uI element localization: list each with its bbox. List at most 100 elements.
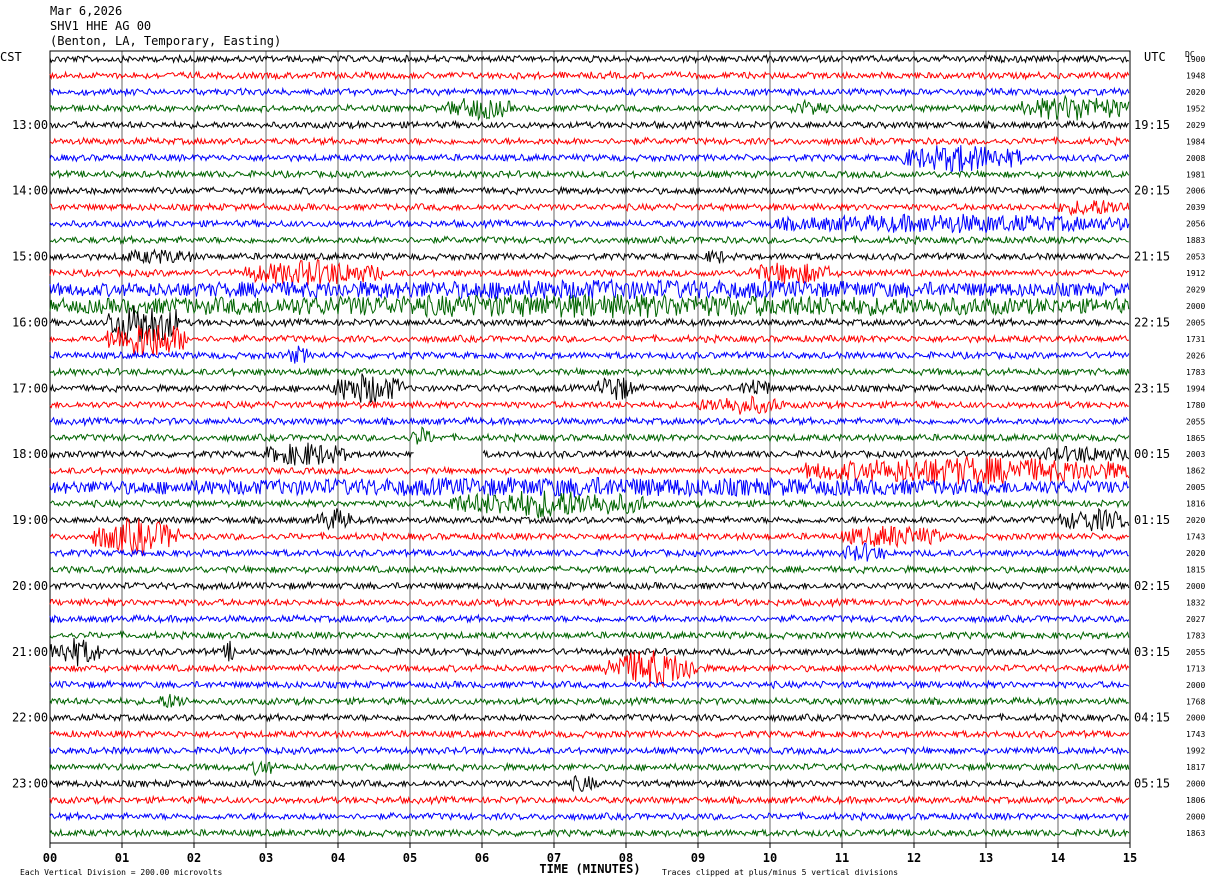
trace-line (49, 293, 1130, 319)
dc-offset-label: 2006 (1186, 187, 1205, 196)
dc-offset-label: 1806 (1186, 796, 1205, 805)
trace-line (49, 442, 1130, 466)
dc-offset-label: 1952 (1186, 104, 1205, 113)
hour-label-right: 19:15 (1134, 118, 1170, 132)
dc-offset-label: 1981 (1186, 170, 1205, 179)
trace-line (49, 69, 1130, 81)
hour-label-left: 20:00 (12, 579, 48, 593)
hour-label-right: 05:15 (1134, 777, 1170, 791)
trace-line (49, 679, 1130, 690)
dc-offset-label: 2039 (1186, 203, 1205, 212)
trace-line (49, 827, 1130, 839)
dc-offset-label: 1783 (1186, 631, 1205, 640)
dc-offset-label: 1817 (1186, 763, 1205, 772)
dc-offset-label: 1731 (1186, 335, 1205, 344)
dc-offset-label: 2000 (1186, 714, 1205, 723)
trace-line (49, 794, 1130, 806)
trace-line (49, 630, 1130, 641)
trace-line (49, 135, 1130, 147)
dc-offset-label: 1863 (1186, 829, 1205, 838)
header-date: Mar 6,2026 (50, 4, 123, 18)
dc-offset-label: 1713 (1186, 664, 1205, 673)
dc-offset-label: 2005 (1186, 318, 1205, 327)
dc-label: DC (1185, 50, 1195, 59)
dc-offset-label: 2000 (1186, 582, 1205, 591)
hour-label-left: 16:00 (12, 315, 48, 329)
x-tick-label: 10 (763, 851, 777, 865)
trace-line (49, 693, 1130, 709)
hour-label-left: 13:00 (12, 118, 48, 132)
hour-label-right: 03:15 (1134, 645, 1170, 659)
dc-offset-label: 1783 (1186, 368, 1205, 377)
trace-line (49, 278, 1130, 300)
x-tick-label: 02 (187, 851, 201, 865)
trace-line (49, 810, 1129, 822)
trace-line (49, 345, 1130, 364)
trace-line (49, 637, 1130, 667)
hour-label-left: 23:00 (12, 777, 48, 791)
dc-offset-label: 2000 (1186, 681, 1205, 690)
dc-offset-label: 1815 (1186, 566, 1205, 575)
scale-note: Each Vertical Division = 200.00 microvol… (20, 868, 222, 877)
trace-line (49, 564, 1130, 575)
dc-offset-label: 2027 (1186, 615, 1205, 624)
trace-line (49, 712, 1130, 723)
dc-offset-label: 1743 (1186, 533, 1205, 542)
dc-offset-label: 1948 (1186, 71, 1205, 80)
trace-line (49, 760, 1130, 777)
dc-offset-label: 2020 (1186, 88, 1205, 97)
chart-grid (49, 50, 1131, 848)
hour-label-right: 04:15 (1134, 711, 1170, 725)
trace-line (49, 517, 1130, 556)
hour-label-right: 22:15 (1134, 315, 1170, 329)
dc-offset-label: 2003 (1186, 450, 1205, 459)
hour-label-left: 17:00 (12, 381, 48, 395)
trace-line (49, 507, 1130, 532)
chart-labels: 00 01 02 03 04 05 06 07 08 09 10 11 12 13 14 15 CST UTC DC… (0, 50, 1205, 877)
trace-line (49, 580, 1130, 592)
header-station: SHV1 HHE AG 00 (50, 19, 152, 33)
x-tick-label: 03 (259, 851, 273, 865)
trace-line (49, 53, 1130, 65)
dc-offset-label: 2020 (1186, 516, 1205, 525)
dc-offset-label: 1883 (1186, 236, 1205, 245)
dc-offset-label: 1984 (1186, 137, 1205, 146)
x-tick-label: 15 (1123, 851, 1137, 865)
dc-offset-label: 1862 (1186, 467, 1205, 476)
trace-line (49, 366, 1130, 378)
dc-offset-label: 2029 (1186, 286, 1205, 295)
dc-offset-label: 2026 (1186, 351, 1205, 360)
dc-offset-label: 2029 (1186, 121, 1205, 130)
x-tick-label: 00 (43, 851, 57, 865)
hour-label-left: 21:00 (12, 645, 48, 659)
hour-label-left: 18:00 (12, 447, 48, 461)
trace-line (49, 542, 1129, 562)
dc-offset-label: 1992 (1186, 747, 1205, 756)
seismic-traces (49, 53, 1130, 839)
trace-line (49, 213, 1130, 234)
dc-offset-label: 2005 (1186, 483, 1205, 492)
x-tick-label: 13 (979, 851, 993, 865)
trace-line (49, 94, 1130, 122)
x-axis-label: TIME (MINUTES) (539, 862, 640, 876)
trace-line (49, 248, 1130, 265)
trace-line (49, 490, 1130, 519)
dc-offset-label: 1743 (1186, 730, 1205, 739)
clip-note: Traces clipped at plus/minus 5 vertical … (662, 868, 898, 877)
dc-offset-label: 1832 (1186, 598, 1205, 607)
x-tick-label: 09 (691, 851, 705, 865)
trace-line (49, 745, 1129, 757)
right-timezone-label: UTC (1144, 50, 1166, 64)
x-tick-label: 14 (1051, 851, 1065, 865)
hour-label-right: 00:15 (1134, 447, 1170, 461)
header-location: (Benton, LA, Temporary, Easting) (50, 34, 282, 48)
trace-line (49, 395, 1129, 415)
trace-line (49, 650, 1130, 689)
trace-line (49, 373, 1130, 404)
trace-line (49, 145, 1130, 173)
trace-line (49, 728, 1130, 740)
x-tick-label: 04 (331, 851, 345, 865)
dc-offset-label: 2056 (1186, 220, 1205, 229)
dc-offset-label: 1912 (1186, 269, 1205, 278)
dc-offset-label: 1865 (1186, 434, 1205, 443)
